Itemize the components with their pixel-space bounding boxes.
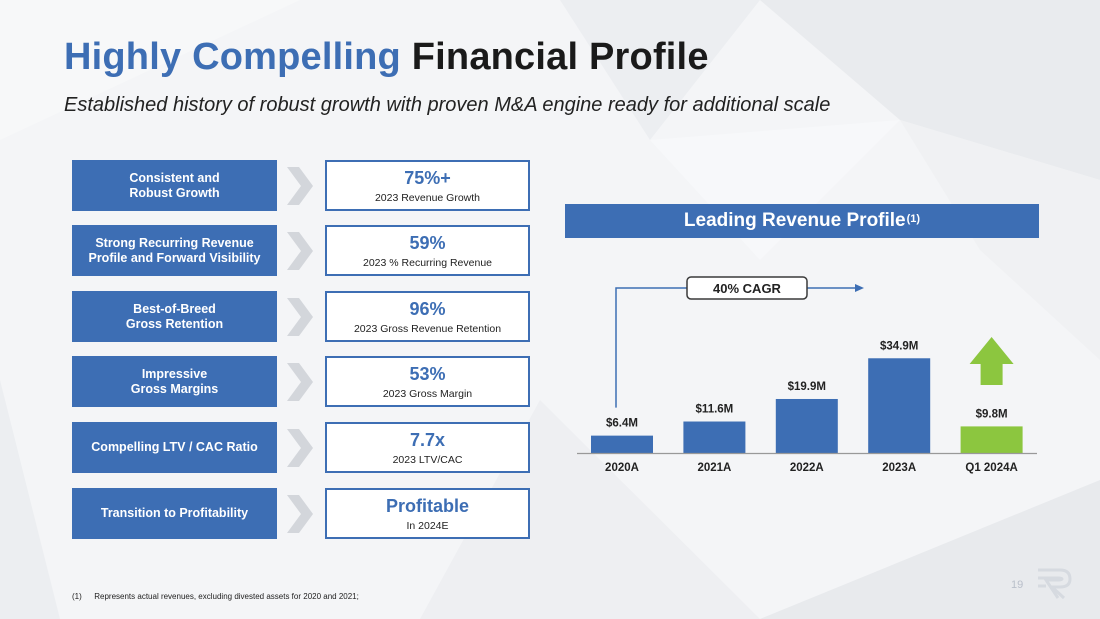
- metric-row: Impressive Gross Margins 53% 2023 Gross …: [72, 356, 532, 407]
- bar-data-label: $9.8M: [976, 408, 1008, 420]
- bar: [960, 426, 1023, 453]
- bar-data-label: $6.4M: [606, 418, 638, 430]
- chevron-right-icon: [287, 429, 313, 467]
- metric-value: 53%: [409, 364, 446, 384]
- chevron-right-icon: [287, 232, 313, 270]
- chart-title: Leading Revenue Profile: [683, 210, 906, 231]
- bar-data-label: $19.9M: [788, 381, 826, 393]
- x-tick-label: 2021A: [697, 462, 731, 474]
- footnote: (1) Represents actual revenues, excludin…: [72, 592, 359, 601]
- bar-data-label: $34.9M: [880, 340, 918, 352]
- metric-label: Consistent and Robust Growth: [72, 160, 277, 211]
- chevron-right-icon: [287, 298, 313, 336]
- chart-title-footnote-ref: (1): [906, 213, 921, 225]
- cagr-arrowhead-icon: [855, 284, 864, 292]
- page-number: 19: [1011, 579, 1024, 591]
- metric-value-box: 75%+ 2023 Revenue Growth: [325, 160, 530, 211]
- x-tick-label: Q1 2024A: [965, 462, 1017, 474]
- metric-row: Transition to Profitability Profitable I…: [72, 488, 532, 539]
- metric-value: 59%: [409, 233, 446, 253]
- x-tick-label: 2022A: [790, 462, 824, 474]
- metric-label: Best-of-Breed Gross Retention: [72, 291, 277, 342]
- metric-value: Profitable: [385, 496, 469, 516]
- chart-title-banner: Leading Revenue Profile (1): [565, 204, 1039, 238]
- metric-value-box: Profitable In 2024E: [325, 488, 530, 539]
- cagr-label: 40% CAGR: [713, 281, 782, 296]
- metric-value: 75%+: [404, 168, 451, 188]
- x-tick-label: 2020A: [605, 462, 639, 474]
- company-logo-icon: [1038, 568, 1072, 600]
- metric-caption: 2023 LTV/CAC: [392, 454, 463, 466]
- metric-row: Consistent and Robust Growth 75%+ 2023 R…: [72, 160, 532, 211]
- metric-value-box: 7.7x 2023 LTV/CAC: [325, 422, 530, 473]
- title-highlight: Highly Compelling: [64, 36, 401, 78]
- metric-label: Impressive Gross Margins: [72, 356, 277, 407]
- metric-label: Compelling LTV / CAC Ratio: [72, 422, 277, 473]
- metric-value-box: 96% 2023 Gross Revenue Retention: [325, 291, 530, 342]
- bar: [868, 358, 931, 453]
- metric-label: Strong Recurring Revenue Profile and For…: [72, 225, 277, 276]
- chevron-right-icon: [287, 495, 313, 533]
- up-arrow-icon: [969, 337, 1014, 385]
- cagr-box: [686, 276, 808, 300]
- metric-label: Transition to Profitability: [72, 488, 277, 539]
- metric-caption: 2023 Gross Revenue Retention: [353, 323, 502, 335]
- metric-value-box: 59% 2023 % Recurring Revenue: [325, 225, 530, 276]
- metric-caption: 2023 Revenue Growth: [374, 192, 481, 204]
- title-rest: Financial Profile: [411, 36, 709, 78]
- chevron-right-icon: [287, 363, 313, 401]
- metric-row: Strong Recurring Revenue Profile and For…: [72, 225, 532, 276]
- bar: [683, 421, 746, 453]
- bar: [591, 435, 653, 453]
- bar-data-label: $11.6M: [696, 404, 734, 416]
- revenue-bar-chart: $6.4M 2020A $11.6M 2021A $19.9M 2022A $34.9M 20…: [577, 276, 1037, 474]
- metric-row: Compelling LTV / CAC Ratio 7.7x 2023 LTV…: [72, 422, 532, 473]
- metric-value-box: 53% 2023 Gross Margin: [325, 356, 530, 407]
- x-tick-label: 2023A: [882, 462, 916, 474]
- metric-row: Best-of-Breed Gross Retention 96% 2023 G…: [72, 291, 532, 342]
- chevron-right-icon: [287, 167, 313, 205]
- metric-value: 7.7x: [409, 430, 446, 450]
- metric-caption: 2023 Gross Margin: [382, 388, 473, 400]
- page-subtitle: Established history of robust growth wit…: [64, 94, 831, 116]
- footnote-text: Represents actual revenues, excluding di…: [94, 592, 359, 601]
- metric-value: 96%: [409, 299, 446, 319]
- metric-caption: In 2024E: [406, 520, 449, 532]
- footnote-marker: (1): [72, 592, 82, 601]
- bar: [775, 398, 838, 453]
- metric-caption: 2023 % Recurring Revenue: [363, 257, 492, 269]
- page-title: Highly Compelling Financial Profile: [64, 36, 709, 79]
